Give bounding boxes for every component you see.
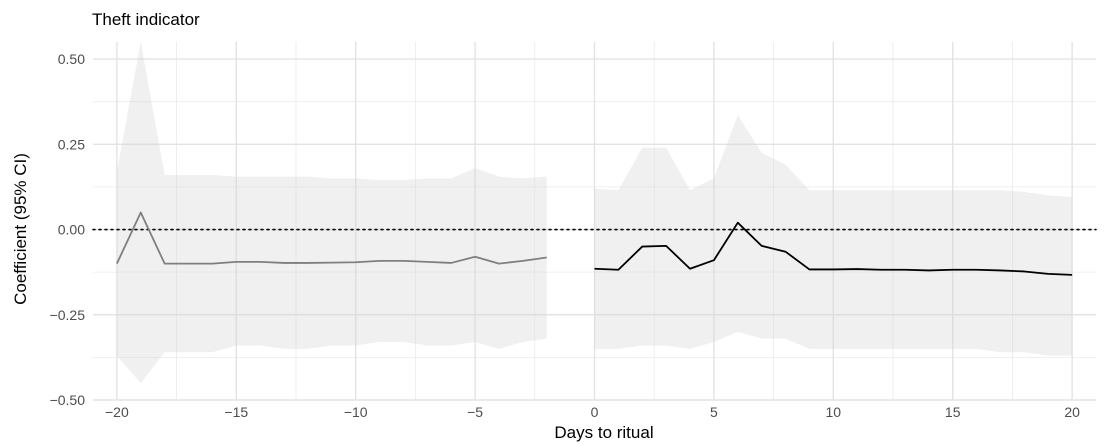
data-point <box>259 261 261 263</box>
chart-title: Theft indicator <box>92 10 200 29</box>
y-tick-label: 0.50 <box>58 51 85 67</box>
data-point <box>785 251 787 253</box>
data-point <box>665 245 667 247</box>
data-point <box>1071 274 1073 276</box>
data-point <box>522 260 524 262</box>
confidence-bands <box>116 42 1073 383</box>
data-point <box>928 270 930 272</box>
data-point <box>1000 270 1002 272</box>
x-tick-labels: −20 −15 −10 −5 0 5 10 15 20 <box>105 404 1080 420</box>
y-tick-label: −0.25 <box>50 307 86 323</box>
data-point <box>737 222 739 224</box>
data-point <box>307 262 309 264</box>
data-point <box>116 263 118 265</box>
data-point <box>450 262 452 264</box>
data-point <box>594 268 596 270</box>
y-tick-label: 0.00 <box>58 222 85 238</box>
y-tick-label: 0.25 <box>58 136 85 152</box>
ci-band-2 <box>594 115 1073 356</box>
x-axis-label: Days to ritual <box>554 423 653 442</box>
data-point <box>880 269 882 271</box>
series-line-1 <box>116 211 547 265</box>
ci-band-1 <box>116 42 547 383</box>
series-line-2 <box>594 221 1073 276</box>
data-point <box>1024 271 1026 273</box>
data-point <box>140 212 142 214</box>
x-tick-label: −10 <box>344 404 368 420</box>
data-point <box>952 269 954 271</box>
x-tick-label: 5 <box>710 404 718 420</box>
data-point <box>856 268 858 270</box>
data-point <box>498 263 500 265</box>
data-point <box>474 256 476 258</box>
x-tick-label: 0 <box>591 404 599 420</box>
x-tick-label: 10 <box>826 404 842 420</box>
x-tick-label: −15 <box>224 404 248 420</box>
data-point <box>427 261 429 263</box>
data-point <box>403 260 405 262</box>
grid <box>93 42 1096 401</box>
data-point <box>188 263 190 265</box>
data-point <box>546 257 548 259</box>
data-point <box>331 262 333 264</box>
data-point <box>283 262 285 264</box>
data-point <box>235 261 237 263</box>
data-point <box>164 263 166 265</box>
x-tick-label: −5 <box>467 404 483 420</box>
data-point <box>809 269 811 271</box>
data-point <box>641 246 643 248</box>
data-point <box>976 269 978 271</box>
x-tick-label: 15 <box>945 404 961 420</box>
data-point <box>618 269 620 271</box>
data-point <box>713 259 715 261</box>
x-tick-label: 20 <box>1064 404 1080 420</box>
data-point <box>379 260 381 262</box>
y-tick-label: −0.50 <box>50 392 86 408</box>
data-point <box>689 268 691 270</box>
series-lines <box>116 211 1073 276</box>
y-tick-labels: −0.50 −0.25 0.00 0.25 0.50 <box>50 51 86 408</box>
data-point <box>761 245 763 247</box>
y-axis-label: Coefficient (95% CI) <box>11 153 30 305</box>
data-point <box>904 269 906 271</box>
data-point <box>1047 273 1049 275</box>
x-tick-label: −20 <box>105 404 129 420</box>
data-point <box>212 263 214 265</box>
data-point <box>833 269 835 271</box>
data-point <box>355 261 357 263</box>
